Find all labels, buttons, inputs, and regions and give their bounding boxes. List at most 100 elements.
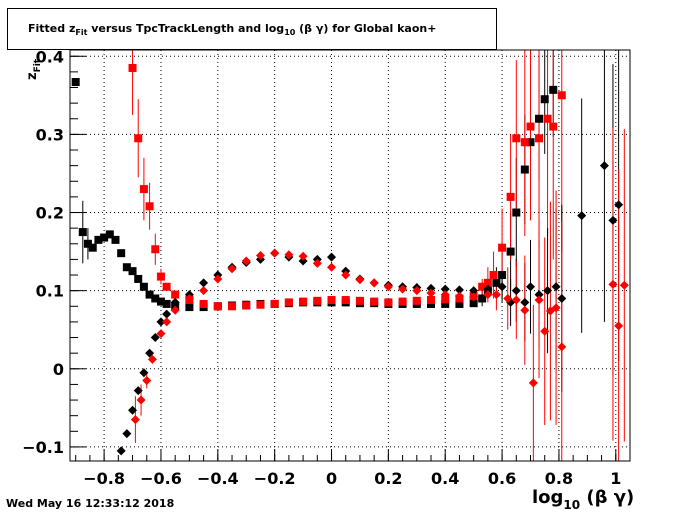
square-marker [327,296,336,305]
diamond-marker [255,251,265,260]
diamond-marker [298,256,308,266]
diamond-marker [142,376,152,386]
diamond-marker [511,295,521,305]
diamond-marker [341,270,351,280]
diamond-marker [520,305,530,315]
square-marker [355,296,364,305]
square-marker [483,278,492,287]
square-marker [199,299,208,308]
y-tick-label: 0.1 [36,282,64,301]
diamond-marker [534,290,544,300]
square-marker [71,78,80,87]
x-tick-label: −0.8 [83,469,125,488]
diamond-marker [122,429,132,439]
y-tick-label: 0.2 [36,204,64,223]
diamond-marker [454,291,464,301]
diamond-marker [483,284,493,294]
square-marker [88,243,97,252]
diamond-marker [426,283,436,293]
diamond-marker [497,282,507,292]
diamond-marker [599,161,609,171]
diamond-marker [454,285,464,295]
square-marker [313,296,322,305]
diamond-marker [483,290,493,300]
diamond-marker [511,286,521,296]
square-marker [478,294,487,303]
diamond-marker [136,395,146,405]
square-marker [341,296,350,305]
square-marker [478,282,487,291]
square-marker [427,296,436,305]
title-subscript: 10 [284,28,296,38]
square-marker [134,134,143,143]
data-markers [71,63,629,456]
square-marker [162,282,171,291]
square-marker [156,297,165,306]
diamond-marker [534,295,544,305]
square-marker [489,271,498,280]
square-marker [128,267,137,276]
x-tick-label: −0.6 [140,469,182,488]
square-marker [151,294,160,303]
square-marker [506,192,515,201]
diamond-marker [213,274,223,284]
diamond-marker [162,317,172,327]
diamond-marker [133,386,143,396]
diamond-marker [369,278,379,288]
x-tick-label: 0.6 [488,469,516,488]
diamond-marker [503,293,513,303]
x-tick-label: 0.2 [374,469,402,488]
square-marker [134,274,143,283]
y-axis-title: zFit [25,58,43,80]
x-tick-label: −0.4 [197,469,239,488]
x-axis-title: log10 (β γ) [532,487,634,512]
square-marker [506,247,515,256]
x-tick-label: −0.2 [254,469,296,488]
square-marker [498,271,507,280]
square-marker [156,272,165,281]
diamond-marker [469,286,479,296]
timestamp: Wed May 16 12:33:12 2018 [6,497,175,510]
y-tick-label: 0.4 [36,47,64,66]
diamond-marker [170,297,180,307]
square-marker [412,296,421,305]
grid-lines [70,50,630,461]
tick-labels: −0.8 −0.6 −0.4 −0.2 0 0.2 0.4 0.6 0.8 1 −0.1 0 0.1 0.… [22,47,621,488]
square-marker [543,114,552,123]
diamond-marker [426,288,436,298]
diamond-marker [520,297,530,307]
square-marker [117,249,126,258]
square-marker [441,299,450,308]
square-marker [512,134,521,143]
diamond-marker [619,280,629,290]
square-marker [139,282,148,291]
diamond-marker [440,284,450,294]
square-marker [213,302,222,311]
y-tick-label: 0.3 [36,125,64,144]
square-marker [256,300,265,309]
diamond-marker [469,292,479,302]
square-marker [469,299,478,308]
diamond-marker [199,286,209,296]
diamond-marker [298,251,308,261]
title-part: versus TpcTrackLength and log [87,22,285,35]
square-marker [128,63,137,72]
diamond-marker [147,354,157,364]
diamond-marker [130,415,140,425]
diamond-marker [614,200,624,210]
diamond-marker [312,258,322,268]
diamond-marker [170,305,180,315]
diamond-marker [156,317,166,327]
diamond-marker [241,256,251,266]
square-marker [111,235,120,244]
y-tick-label: −0.1 [22,438,64,457]
square-marker [242,301,251,310]
square-marker [228,302,237,311]
square-marker [540,95,549,104]
x-tick-label: 0.8 [545,469,573,488]
x-tick-label: 1 [610,469,621,488]
title-part: Fitted z [28,22,76,35]
square-marker [535,114,544,123]
diamond-marker [162,309,172,319]
diamond-marker [412,286,422,296]
